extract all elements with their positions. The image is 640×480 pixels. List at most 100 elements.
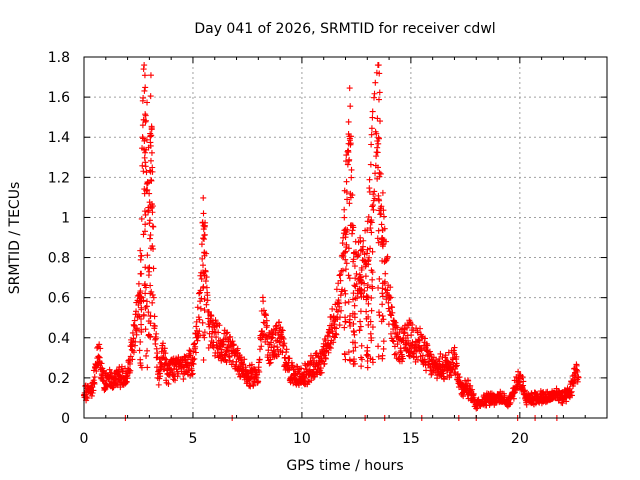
data-point [150,265,157,272]
y-tick-label: 0.4 [48,331,70,347]
data-point [202,278,209,285]
data-point [264,322,271,329]
data-point [441,376,448,383]
y-tick-label: 1.4 [48,130,70,146]
data-point [165,380,172,387]
data-point [89,390,96,397]
data-point [236,354,243,361]
data-point [379,301,386,308]
data-point [145,331,152,338]
data-point [364,227,371,234]
data-point [271,343,278,350]
data-point [376,173,383,180]
data-point [250,381,257,388]
data-point [388,312,395,319]
data-point [375,140,382,147]
data-point [343,178,350,185]
data-point [149,291,156,298]
data-point [198,241,205,248]
data-point [374,144,381,151]
data-point [341,351,348,358]
data-point [352,339,359,346]
data-point [147,157,154,164]
data-point [283,346,290,353]
data-point [260,298,267,305]
data-point [368,307,375,314]
data-point [380,338,387,345]
data-point [146,217,153,224]
data-point [93,368,100,375]
data-point [575,374,582,381]
data-point [256,368,263,375]
data-point [380,345,387,352]
data-point [141,208,148,215]
data-point [144,99,151,106]
data-point [341,214,348,221]
data-point [337,277,344,284]
data-point [384,253,391,260]
data-point [279,327,286,334]
data-point [266,360,273,367]
data-point [382,270,389,277]
data-point [358,354,365,361]
data-point [353,270,360,277]
data-point [337,271,344,278]
data-point [263,312,270,319]
data-point [357,286,364,293]
data-point [194,304,201,311]
data-point [126,356,133,363]
data-point [192,349,199,356]
data-point [144,364,151,371]
data-point [426,348,433,355]
data-point [400,355,407,362]
data-point [379,290,386,297]
data-point [376,207,383,214]
data-point [157,373,164,380]
data-point [351,331,358,338]
data-point [140,135,147,142]
data-point [98,360,105,367]
data-point [143,352,150,359]
data-point [321,360,328,367]
data-point [345,245,352,252]
data-point [345,118,352,125]
data-point [144,347,151,354]
data-point [327,345,334,352]
data-point [358,363,365,370]
y-tick-label: 1.2 [48,170,70,186]
data-point [336,322,343,329]
data-point [140,168,147,175]
data-point [200,270,207,277]
data-point [417,325,424,332]
data-point [204,297,211,304]
data-point [370,206,377,213]
data-point [142,111,149,118]
data-point [339,240,346,247]
data-point [388,330,395,337]
data-point [260,319,267,326]
data-point [349,310,356,317]
data-point [356,271,363,278]
data-point [130,349,137,356]
data-point [366,176,373,183]
data-point [369,248,376,255]
data-point [153,330,160,337]
data-point [342,266,349,273]
data-point [346,200,353,207]
data-point [150,223,157,230]
data-point [375,164,382,171]
data-point [363,308,370,315]
data-point [192,343,199,350]
data-point [421,335,428,342]
data-point [147,72,154,79]
data-point [351,263,358,270]
data-point [379,313,386,320]
data-point [341,206,348,213]
data-point [141,87,148,94]
data-point [201,223,208,230]
data-point [377,170,384,177]
data-point [138,252,145,259]
data-point [379,293,386,300]
data-point [133,308,140,315]
data-point [241,356,248,363]
